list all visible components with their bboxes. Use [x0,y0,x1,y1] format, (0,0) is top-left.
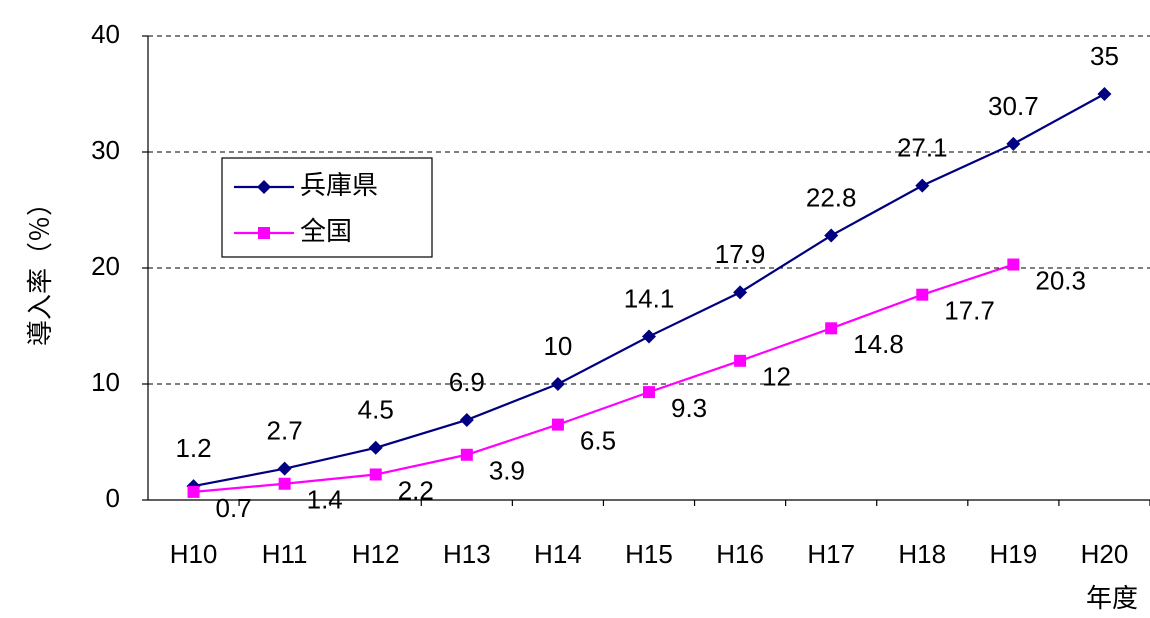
data-label: 0.7 [216,493,252,523]
data-label: 22.8 [806,182,857,212]
data-label: 20.3 [1035,265,1086,295]
point [1006,136,1021,151]
data-label: 1.2 [175,433,211,463]
x-tick-label: H19 [990,539,1038,569]
point [277,461,292,476]
point [369,468,382,481]
point [550,377,565,391]
x-tick-label: H13 [443,539,491,569]
point [258,227,270,239]
point [733,285,748,300]
series-line [193,263,1014,493]
point [642,329,656,344]
x-tick-label: H20 [1081,539,1129,569]
x-tick-label: H17 [807,539,855,569]
x-tick-label: H12 [352,539,400,569]
data-label: 9.3 [671,393,707,423]
point [278,477,291,490]
x-axis-label: 年度 [1086,583,1138,613]
data-label: 1.4 [307,485,343,515]
point [257,180,271,194]
point [459,412,474,427]
point [551,418,564,431]
point [187,485,200,498]
y-tick-label: 10 [91,367,120,397]
data-label: 30.7 [988,91,1039,121]
y-axis-label: 導入率（％） [25,190,55,346]
point [643,386,655,399]
x-tick-label: H16 [716,539,764,569]
data-label: 27.1 [897,133,948,163]
x-tick-label: H11 [262,539,308,569]
data-label: 17.9 [715,239,766,269]
legend-label: 兵庫県 [300,170,378,200]
data-label: 10 [543,331,572,361]
data-label: 6.5 [580,425,616,455]
legend-box [221,157,433,258]
data-label: 2.7 [267,416,303,446]
point [1097,87,1112,101]
y-tick-label: 40 [91,19,120,49]
point [916,288,929,301]
point [915,178,930,193]
x-tick-label: H15 [625,539,673,569]
point [734,354,747,367]
point [460,448,473,461]
x-tick-label: H18 [898,539,946,569]
data-label: 6.9 [449,367,485,397]
y-tick-label: 0 [106,483,120,513]
data-label: 17.7 [944,296,995,326]
data-label: 4.5 [358,395,394,425]
y-tick-label: 20 [91,251,120,281]
x-tick-label: H14 [534,539,582,569]
point [824,228,839,243]
legend-label: 全国 [300,216,352,246]
data-label: 35 [1090,41,1119,71]
data-label: 3.9 [489,456,525,486]
data-label: 14.1 [624,283,675,313]
point [825,322,838,335]
data-label: 12 [762,362,791,392]
data-label: 2.2 [398,475,434,505]
point [368,440,383,455]
x-tick-label: H10 [170,539,218,569]
data-label: 14.8 [853,329,904,359]
y-tick-label: 30 [91,135,120,165]
point [1007,258,1020,271]
